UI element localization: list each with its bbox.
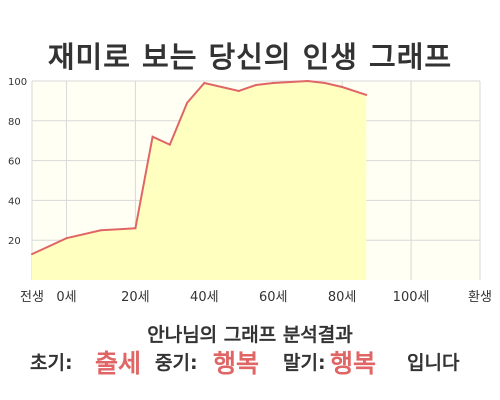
x-tick-label: 환생 [468, 290, 492, 305]
data-point [99, 229, 102, 232]
data-point [237, 89, 240, 92]
x-tick-label: 0세 [56, 290, 76, 305]
data-point [341, 85, 344, 88]
data-point [31, 253, 33, 256]
data-point [168, 143, 171, 146]
y-tick-label: 100 [8, 77, 27, 88]
late-value: 행복 [330, 349, 377, 378]
x-tick-label: 40세 [190, 290, 219, 305]
data-point [203, 81, 206, 84]
y-axis-ticks: 20 40 60 80 100 [8, 77, 27, 247]
late-label: 말기: [283, 352, 326, 374]
mid-label: 중기: [155, 352, 198, 374]
x-tick-label: 전생 [20, 290, 44, 305]
data-point [272, 81, 275, 84]
data-point [323, 81, 326, 84]
data-point [365, 93, 368, 96]
chart-title: 재미로 보는 당신의 인생 그래프 [47, 40, 453, 74]
ending-text: 입니다 [407, 352, 460, 374]
analysis-heading: 안나님의 그래프 분석결과 [147, 324, 353, 346]
early-value: 출세 [95, 349, 142, 378]
mid-value: 행복 [213, 349, 260, 378]
data-point [306, 80, 309, 82]
y-tick-label: 80 [8, 117, 21, 128]
x-axis-ticks: 전생 0세 20세 40세 60세 80세 100세 환생 [20, 290, 492, 305]
x-tick-label: 100세 [393, 290, 430, 305]
data-point [255, 83, 257, 86]
data-point [151, 135, 154, 138]
x-tick-label: 60세 [259, 290, 288, 305]
data-point [134, 227, 137, 230]
y-tick-label: 60 [8, 157, 21, 168]
data-point [186, 101, 189, 104]
y-tick-label: 40 [8, 196, 21, 207]
x-tick-label: 80세 [328, 290, 357, 305]
x-tick-label: 20세 [121, 290, 150, 305]
y-tick-label: 20 [8, 236, 21, 247]
early-label: 초기: [30, 352, 73, 374]
data-point [65, 237, 68, 240]
